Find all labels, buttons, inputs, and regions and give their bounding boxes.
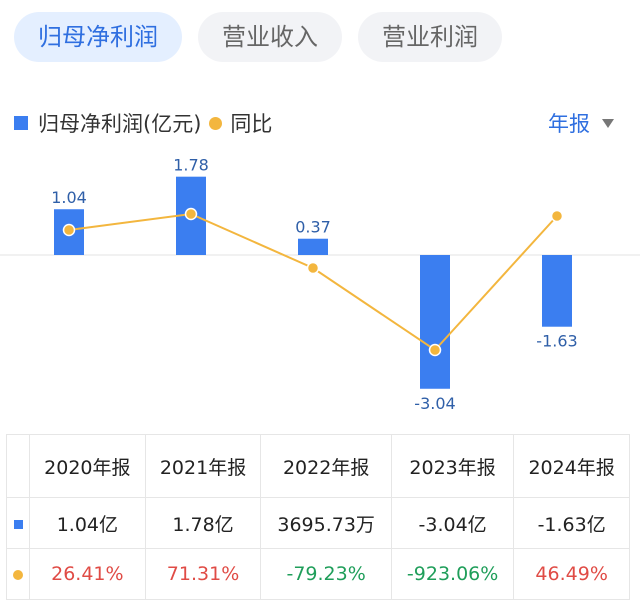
yoy-row: 26.41% 71.31% -79.23% -923.06% 46.49% (6, 548, 630, 600)
yoy-point (428, 343, 442, 357)
yoy-point (184, 207, 198, 221)
yoy-cell: 26.41% (29, 548, 146, 600)
line-legend-icon (209, 116, 223, 130)
bar-legend-icon (14, 116, 28, 130)
yoy-point (550, 209, 564, 223)
bar (542, 255, 572, 327)
bar-value-label: -3.04 (414, 394, 455, 410)
table-header-row: 2020年报 2021年报 2022年报 2023年报 2024年报 (6, 434, 630, 498)
yoy-row-marker (6, 548, 30, 600)
bar-value-label: -1.63 (536, 332, 577, 351)
profit-row-marker (6, 497, 30, 549)
legend-yoy-label: 同比 (230, 112, 273, 136)
profit-cell: -3.04亿 (390, 497, 515, 549)
header-cell: 2020年报 (29, 434, 146, 498)
yoy-cell: 46.49% (513, 548, 630, 600)
period-label: 年报 (548, 112, 590, 136)
yoy-cell: -79.23% (260, 548, 392, 600)
header-cell: 2023年报 (390, 434, 515, 498)
period-dropdown[interactable]: 年报 (548, 108, 614, 138)
line-dot-icon (13, 570, 23, 580)
profit-cell: 1.04亿 (29, 497, 146, 549)
legend-profit-label: 归母净利润(亿元) (38, 112, 202, 136)
caret-down-icon (602, 118, 614, 128)
tab-net-profit[interactable]: 归母净利润 (14, 12, 182, 62)
bar (420, 255, 450, 389)
bar-value-label: 1.78 (173, 156, 209, 175)
bar-value-label: 1.04 (51, 188, 87, 207)
tab-revenue[interactable]: 营业收入 (198, 12, 342, 62)
profit-chart: 1.04 1.78 0.37 -3.04 -1.63 (0, 156, 640, 410)
bar-value-label: 0.37 (295, 218, 331, 237)
yoy-point (62, 223, 76, 237)
bar (298, 238, 328, 255)
tab-bar: 归母净利润 营业收入 营业利润 (14, 12, 502, 62)
header-cell: 2022年报 (260, 434, 392, 498)
data-table: 2020年报 2021年报 2022年报 2023年报 2024年报 1.04亿… (6, 434, 630, 600)
tab-operating-profit[interactable]: 营业利润 (358, 12, 502, 62)
bar-square-icon (13, 520, 23, 529)
yoy-point (306, 261, 320, 275)
profit-cell: 1.78亿 (144, 497, 262, 549)
chart-legend: 归母净利润(亿元) 同比 (14, 108, 272, 138)
yoy-cell: 71.31% (144, 548, 262, 600)
header-cell: 2021年报 (144, 434, 262, 498)
header-cell: 2024年报 (513, 434, 630, 498)
profit-cell: 3695.73万 (260, 497, 392, 549)
profit-row: 1.04亿 1.78亿 3695.73万 -3.04亿 -1.63亿 (6, 497, 630, 549)
header-lead-cell (6, 434, 30, 498)
yoy-cell: -923.06% (390, 548, 515, 600)
profit-cell: -1.63亿 (513, 497, 630, 549)
